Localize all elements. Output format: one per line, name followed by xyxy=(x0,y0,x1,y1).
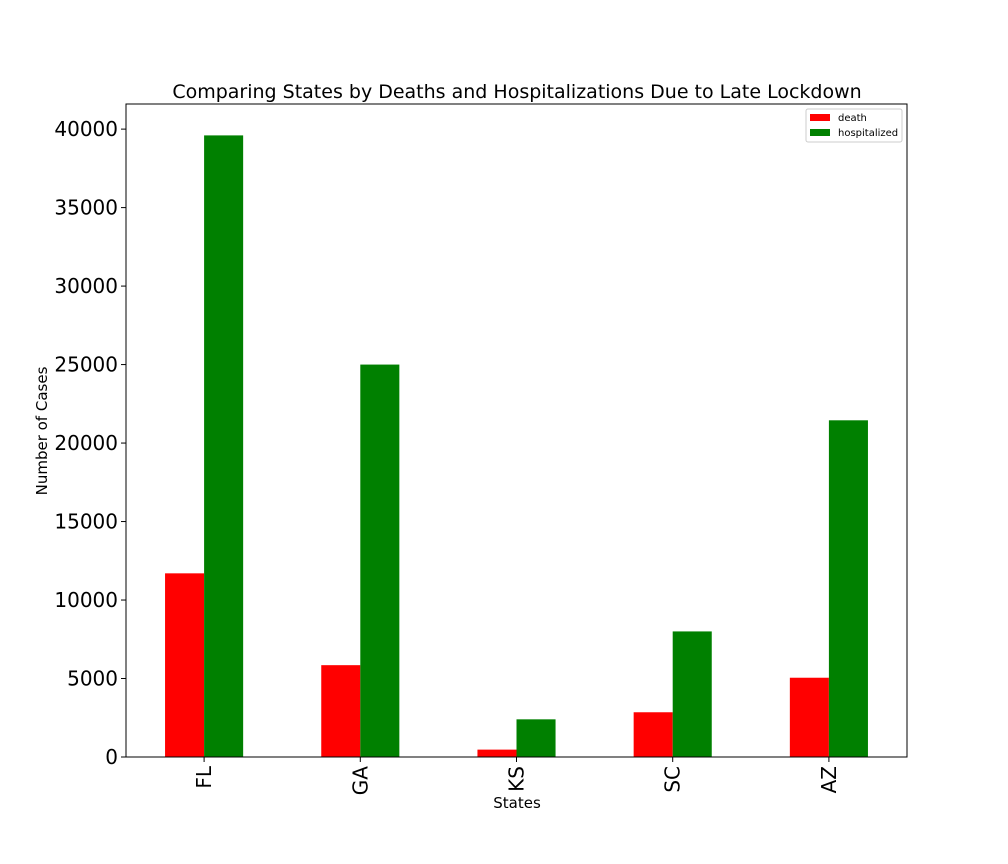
x-axis-label: States xyxy=(493,794,541,812)
bar-death-az xyxy=(789,677,829,757)
bar-death-ks xyxy=(477,749,517,757)
y-tick-label: 35000 xyxy=(54,196,118,220)
x-axis-ticks: FL GA KS SC AZ xyxy=(192,757,841,795)
y-axis-label: Number of Cases xyxy=(33,366,51,495)
x-tick-label-ga: GA xyxy=(348,766,372,795)
y-tick-label: 0 xyxy=(105,745,118,769)
x-tick-label-az: AZ xyxy=(817,766,841,793)
y-tick-label: 25000 xyxy=(54,353,118,377)
legend-label-death: death xyxy=(838,113,867,124)
bar-hospitalized-az xyxy=(828,420,868,757)
bar-hospitalized-sc xyxy=(672,631,712,757)
x-tick-label-ks: KS xyxy=(505,766,529,792)
legend-swatch-hospitalized xyxy=(810,129,830,136)
bars-group xyxy=(165,135,868,757)
legend-swatch-death xyxy=(810,114,830,121)
bar-hospitalized-fl xyxy=(204,135,244,757)
legend-label-hospitalized: hospitalized xyxy=(838,128,898,139)
y-axis-ticks: 0 5000 10000 15000 20000 25000 30000 35000 40000 xyxy=(54,117,126,769)
bar-hospitalized-ks xyxy=(516,719,556,757)
bar-death-sc xyxy=(633,712,673,757)
y-tick-label: 15000 xyxy=(54,510,118,534)
y-tick-label: 40000 xyxy=(54,117,118,141)
legend: death hospitalized xyxy=(805,108,903,143)
bar-death-fl xyxy=(165,573,205,757)
chart-title: Comparing States by Deaths and Hospitali… xyxy=(172,81,861,103)
y-tick-label: 10000 xyxy=(54,588,118,612)
y-tick-label: 5000 xyxy=(67,667,118,691)
x-tick-label-fl: FL xyxy=(192,765,216,789)
bar-hospitalized-ga xyxy=(360,364,400,757)
y-tick-label: 30000 xyxy=(54,274,118,298)
x-tick-label-sc: SC xyxy=(661,766,685,793)
bar-death-ga xyxy=(321,665,361,757)
y-tick-label: 20000 xyxy=(54,431,118,455)
